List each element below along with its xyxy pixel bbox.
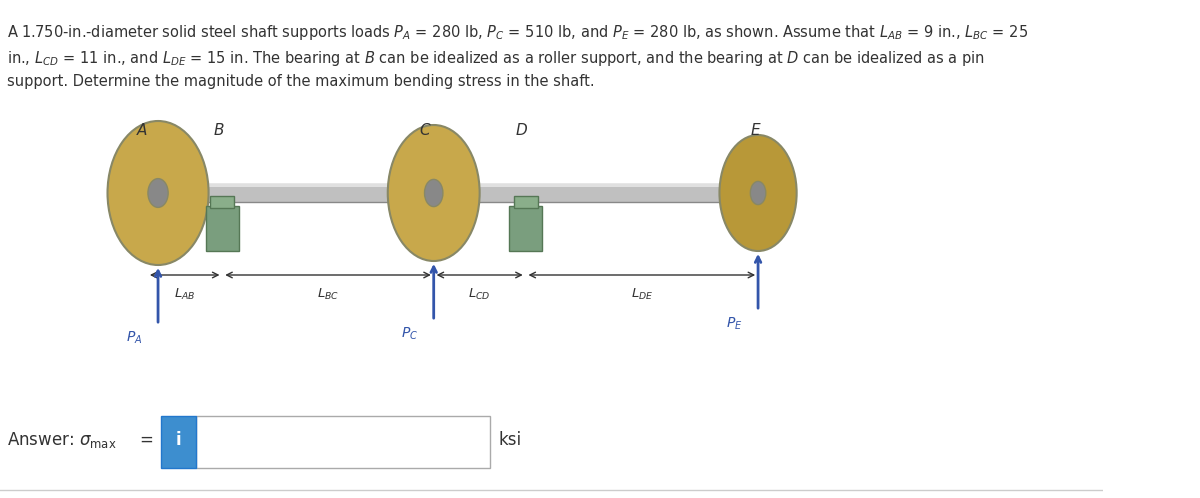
Ellipse shape	[750, 181, 766, 205]
Bar	[509, 206, 542, 251]
Text: ksi: ksi	[498, 431, 521, 449]
Text: $L_{DE}$: $L_{DE}$	[631, 287, 653, 302]
Text: D: D	[516, 123, 528, 138]
Bar	[143, 184, 786, 187]
Bar	[206, 206, 239, 251]
Text: $L_{AB}$: $L_{AB}$	[174, 287, 196, 302]
Ellipse shape	[388, 125, 480, 261]
Ellipse shape	[425, 179, 443, 207]
Text: $P_C$: $P_C$	[401, 326, 418, 343]
FancyBboxPatch shape	[196, 416, 490, 468]
Text: C: C	[419, 123, 430, 138]
Text: $P_E$: $P_E$	[726, 316, 743, 332]
Bar	[143, 184, 786, 202]
Ellipse shape	[148, 179, 168, 207]
Bar	[514, 196, 538, 208]
Ellipse shape	[720, 135, 797, 251]
Text: E: E	[750, 123, 760, 138]
Text: $P_A$: $P_A$	[126, 330, 143, 347]
Ellipse shape	[108, 121, 209, 265]
Text: =: =	[139, 431, 154, 449]
FancyBboxPatch shape	[161, 416, 196, 468]
Text: $L_{BC}$: $L_{BC}$	[317, 287, 340, 302]
Text: Answer: $\sigma_{\mathrm{max}}$: Answer: $\sigma_{\mathrm{max}}$	[7, 430, 116, 450]
Text: A 1.750-in.-diameter solid steel shaft supports loads $P_A$ = 280 lb, $P_C$ = 51: A 1.750-in.-diameter solid steel shaft s…	[7, 23, 1028, 89]
Text: $L_{CD}$: $L_{CD}$	[468, 287, 491, 302]
Bar	[210, 196, 234, 208]
Text: i: i	[175, 431, 181, 449]
Text: B: B	[214, 123, 224, 138]
Text: A: A	[137, 123, 148, 138]
